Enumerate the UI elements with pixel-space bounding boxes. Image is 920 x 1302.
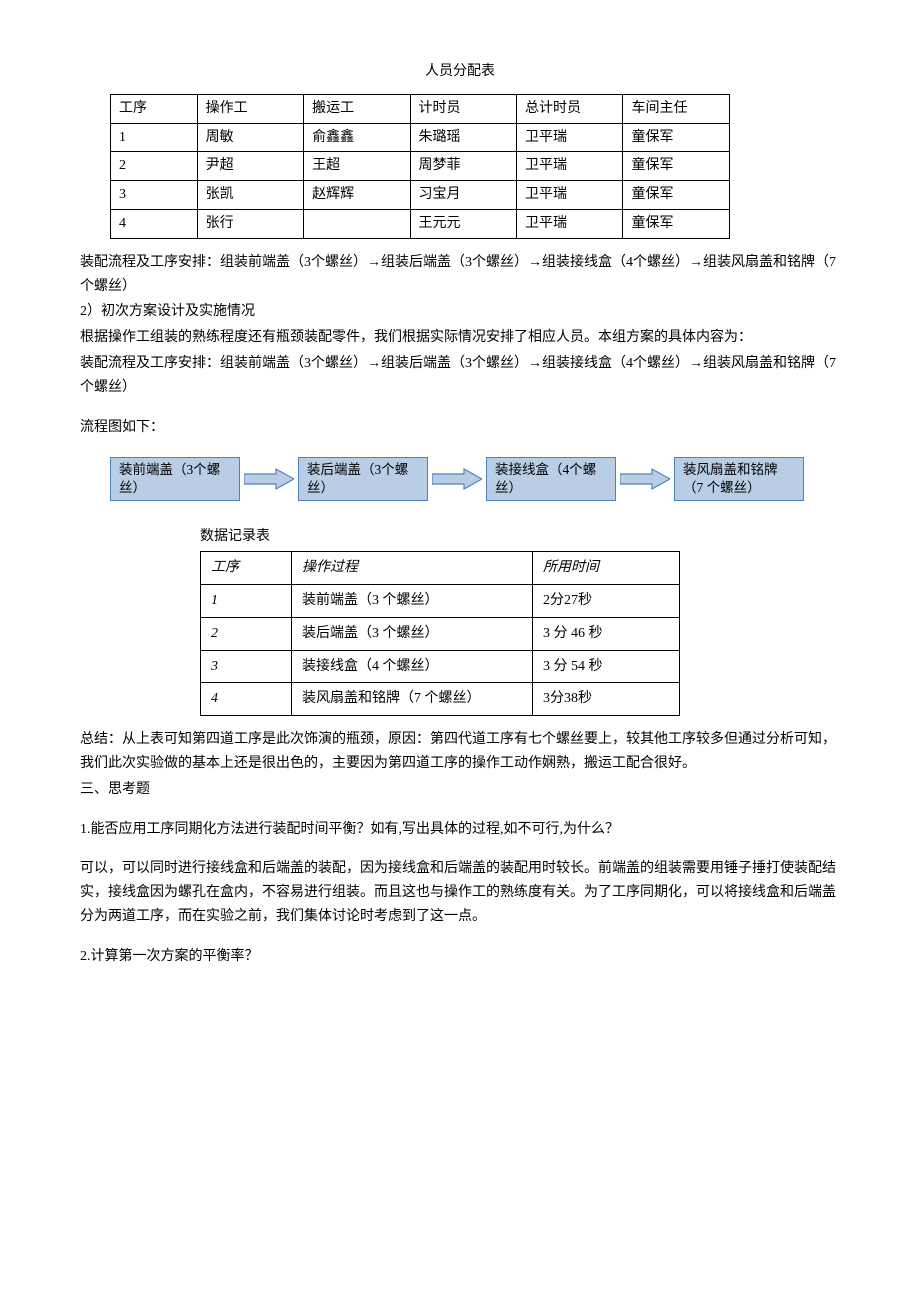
table-cell: 俞鑫鑫	[304, 123, 410, 152]
table-cell: 童保军	[623, 152, 730, 181]
table-cell: 张行	[197, 209, 303, 238]
paragraph-assembly-flow-2: 装配流程及工序安排：组装前端盖（3个螺丝）→组装后端盖（3个螺丝）→组装接线盒（…	[80, 352, 840, 400]
table-header-cell: 所用时间	[533, 552, 680, 585]
table-cell: 2	[111, 152, 198, 181]
table-cell: 卫平瑞	[517, 152, 623, 181]
flowchart: 装前端盖（3个螺丝） 装后端盖（3个螺丝） 装接线盒（4个螺丝） 装风扇盖和铭牌（7 …	[110, 457, 840, 501]
table-cell: 装风扇盖和铭牌（7 个螺丝）	[292, 683, 533, 716]
question-1: 1.能否应用工序同期化方法进行装配时间平衡？如有,写出具体的过程,如不可行,为什…	[80, 818, 840, 842]
paragraph-initial-plan-heading: 2）初次方案设计及实施情况	[80, 300, 840, 324]
flowchart-intro: 流程图如下：	[80, 416, 840, 440]
table-header-cell: 计时员	[410, 94, 516, 123]
table-cell: 1	[111, 123, 198, 152]
table1-title: 人员分配表	[80, 60, 840, 84]
table-cell: 赵辉辉	[304, 181, 410, 210]
table-header-cell: 操作工	[197, 94, 303, 123]
table-cell: 2分27秒	[533, 584, 680, 617]
flowchart-node: 装后端盖（3个螺丝）	[298, 457, 428, 501]
table-cell: 卫平瑞	[517, 123, 623, 152]
table-cell: 1	[201, 584, 292, 617]
table-cell: 2	[201, 617, 292, 650]
table-cell: 4	[201, 683, 292, 716]
personnel-table: 工序操作工搬运工计时员总计时员车间主任1周敏俞鑫鑫朱璐瑶卫平瑞童保军2尹超王超周…	[110, 94, 730, 239]
paragraph-plan-description: 根据操作工组装的熟练程度还有瓶颈装配零件，我们根据实际情况安排了相应人员。本组方…	[80, 326, 840, 350]
table-header-cell: 工序	[201, 552, 292, 585]
table-cell: 童保军	[623, 181, 730, 210]
table-cell: 王超	[304, 152, 410, 181]
arrow-right-icon	[432, 467, 482, 491]
data-record-table: 工序操作过程所用时间 1装前端盖（3 个螺丝）2分27秒 2装后端盖（3 个螺丝）…	[200, 551, 680, 716]
section3-heading: 三、思考题	[80, 778, 840, 802]
table-cell: 张凯	[197, 181, 303, 210]
table-cell: 童保军	[623, 209, 730, 238]
table-cell: 装接线盒（4 个螺丝）	[292, 650, 533, 683]
table-header-cell: 总计时员	[517, 94, 623, 123]
table-cell: 3 分 46 秒	[533, 617, 680, 650]
answer-1: 可以，可以同时进行接线盒和后端盖的装配，因为接线盒和后端盖的装配用时较长。前端盖…	[80, 857, 840, 928]
table-cell: 习宝月	[410, 181, 516, 210]
table-cell: 装前端盖（3 个螺丝）	[292, 584, 533, 617]
table-cell: 卫平瑞	[517, 181, 623, 210]
table-cell	[304, 209, 410, 238]
flowchart-node: 装接线盒（4个螺丝）	[486, 457, 616, 501]
arrow-right-icon	[620, 467, 670, 491]
table-cell: 尹超	[197, 152, 303, 181]
table-cell: 装后端盖（3 个螺丝）	[292, 617, 533, 650]
table-cell: 4	[111, 209, 198, 238]
table-cell: 周敏	[197, 123, 303, 152]
paragraph-assembly-flow-1: 装配流程及工序安排：组装前端盖（3个螺丝）→组装后端盖（3个螺丝）→组装接线盒（…	[80, 251, 840, 299]
table-cell: 3	[111, 181, 198, 210]
table-cell: 卫平瑞	[517, 209, 623, 238]
summary-paragraph: 总结：从上表可知第四道工序是此次饰演的瓶颈，原因：第四代道工序有七个螺丝要上，较…	[80, 728, 840, 776]
table-cell: 周梦菲	[410, 152, 516, 181]
table-header-cell: 工序	[111, 94, 198, 123]
table-cell: 童保军	[623, 123, 730, 152]
table-cell: 3 分 54 秒	[533, 650, 680, 683]
question-2: 2.计算第一次方案的平衡率？	[80, 945, 840, 969]
table-cell: 3	[201, 650, 292, 683]
table-cell: 朱璐瑶	[410, 123, 516, 152]
table-header-cell: 搬运工	[304, 94, 410, 123]
table2-caption: 数据记录表	[200, 525, 840, 549]
table-cell: 3分38秒	[533, 683, 680, 716]
flowchart-node: 装风扇盖和铭牌（7 个螺丝）	[674, 457, 804, 501]
table-header-cell: 车间主任	[623, 94, 730, 123]
flowchart-node: 装前端盖（3个螺丝）	[110, 457, 240, 501]
table-header-cell: 操作过程	[292, 552, 533, 585]
table-cell: 王元元	[410, 209, 516, 238]
arrow-right-icon	[244, 467, 294, 491]
